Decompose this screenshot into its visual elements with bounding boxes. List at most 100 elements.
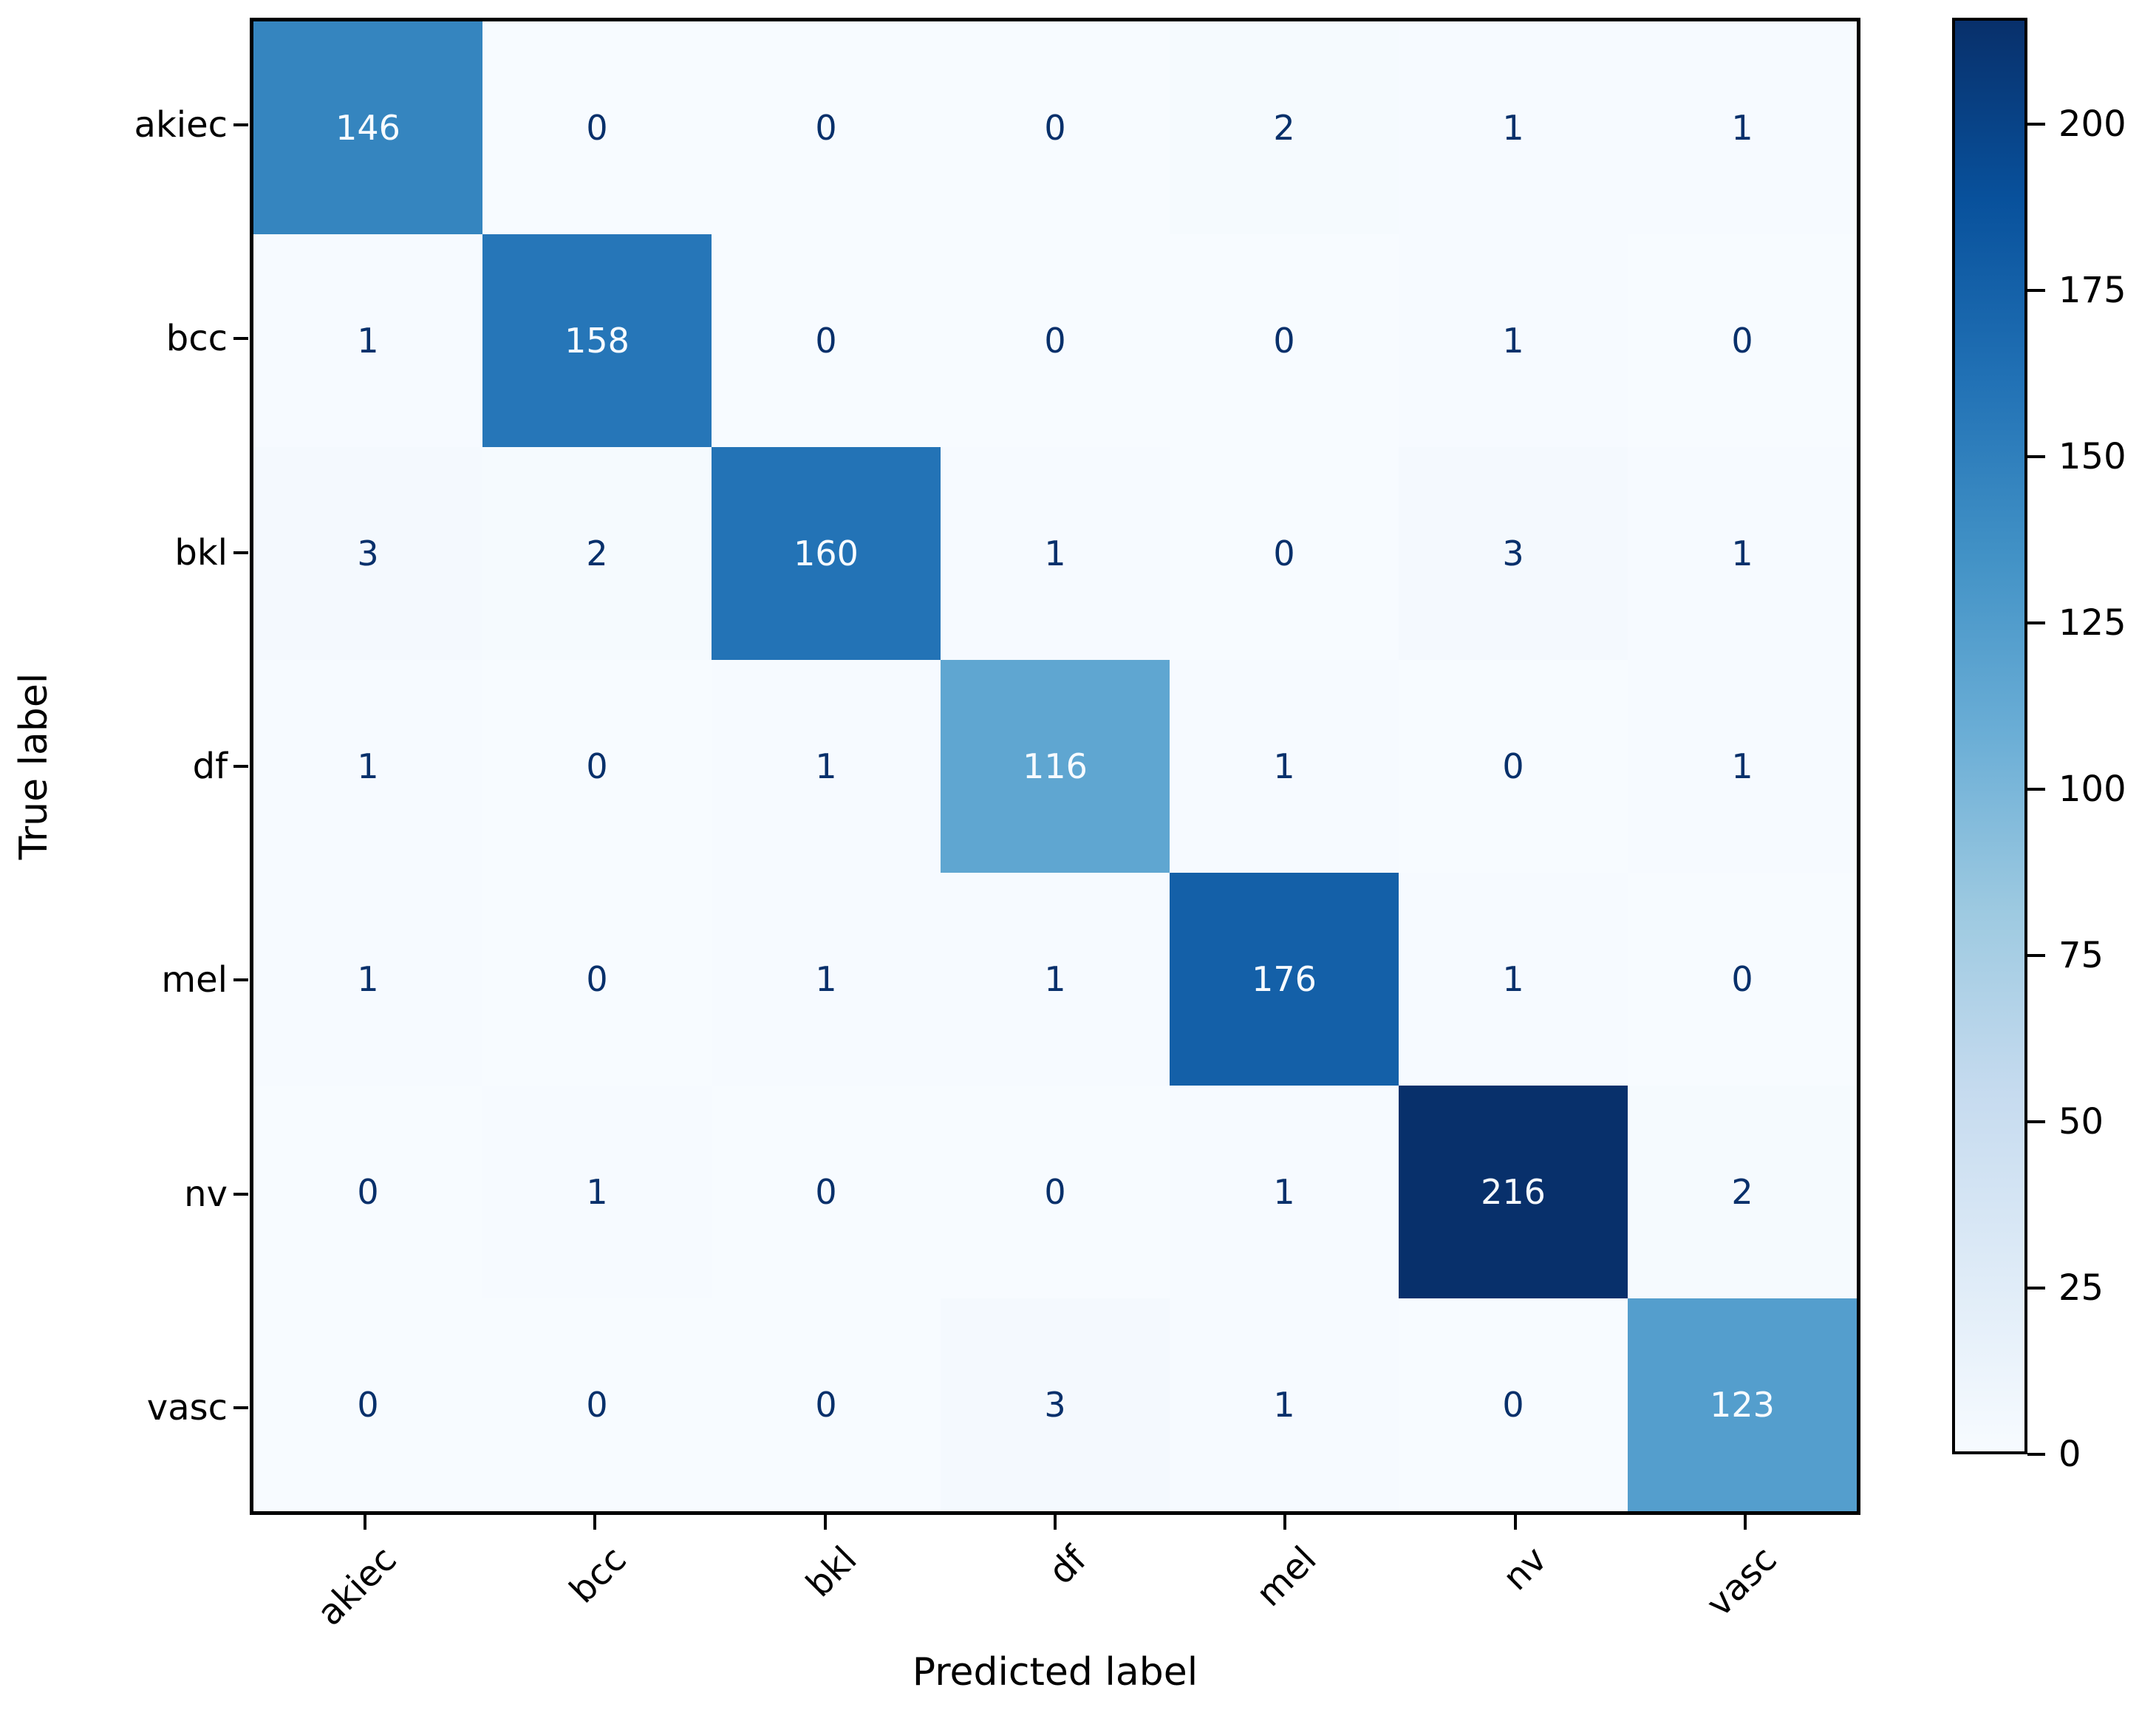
cell-value: 1	[1731, 746, 1753, 786]
cell-value: 0	[1273, 534, 1295, 573]
heatmap-cell-nv-akiec: 0	[253, 1086, 482, 1298]
x-tick-label-akiec: akiec	[309, 1539, 405, 1635]
cell-value: 116	[1023, 746, 1088, 786]
colorbar-tick-mark-150	[2027, 455, 2045, 458]
colorbar	[1952, 18, 2027, 1454]
heatmap-cell-vasc-akiec: 0	[253, 1298, 482, 1511]
heatmap-cell-akiec-vasc: 1	[1628, 21, 1857, 234]
cell-value: 1	[1731, 108, 1753, 148]
colorbar-tick-label-150: 150	[2058, 436, 2126, 477]
colorbar-tick-mark-25	[2027, 1287, 2045, 1290]
cell-value: 1	[1273, 746, 1295, 786]
heatmap-cell-mel-bcc: 0	[482, 873, 712, 1086]
x-tick-mark-df	[1054, 1515, 1057, 1530]
cell-value: 1	[1731, 534, 1753, 573]
y-tick-label-bkl: bkl	[174, 531, 228, 573]
cell-value: 123	[1710, 1385, 1775, 1425]
heatmap-axes: 146 0 0 0 2 1 1 1 158 0 0 0 1 0 3 2 160 1 0 3 1 1 0 1 116 1 0 1 1 0 1 1…	[250, 18, 1860, 1515]
colorbar-tick-label-100: 100	[2058, 769, 2126, 810]
x-tick-mark-vasc	[1744, 1515, 1747, 1530]
heatmap-cell-vasc-df: 3	[941, 1298, 1170, 1511]
cell-value: 0	[815, 321, 837, 361]
cell-value: 0	[357, 1385, 379, 1425]
cell-value: 0	[1044, 321, 1066, 361]
cell-value: 3	[357, 534, 379, 573]
cell-value: 0	[1731, 959, 1753, 999]
cell-value: 216	[1481, 1172, 1546, 1212]
heatmap-cell-df-bkl: 1	[712, 660, 941, 873]
y-tick-label-vasc: vasc	[146, 1387, 228, 1429]
y-tick-mark-bkl	[233, 551, 248, 554]
heatmap-cell-nv-vasc: 2	[1628, 1086, 1857, 1298]
x-axis-title: Predicted label	[912, 1650, 1198, 1694]
y-tick-label-nv: nv	[184, 1173, 228, 1215]
cell-value: 0	[357, 1172, 379, 1212]
x-tick-mark-bkl	[823, 1515, 827, 1530]
cell-value: 1	[1273, 1172, 1295, 1212]
cell-value: 1	[1273, 1385, 1295, 1425]
cell-value: 0	[586, 746, 608, 786]
heatmap-cell-bcc-bcc: 158	[482, 234, 712, 447]
heatmap-cell-nv-df: 0	[941, 1086, 1170, 1298]
cell-value: 0	[815, 1385, 837, 1425]
heatmap-cell-mel-bkl: 1	[712, 873, 941, 1086]
heatmap-cell-akiec-df: 0	[941, 21, 1170, 234]
cell-value: 3	[1502, 534, 1524, 573]
colorbar-tick-label-50: 50	[2058, 1101, 2104, 1142]
heatmap-cell-bkl-mel: 0	[1170, 447, 1399, 660]
cell-value: 1	[815, 746, 837, 786]
x-tick-label-vasc: vasc	[1699, 1539, 1785, 1625]
heatmap-cell-akiec-akiec: 146	[253, 21, 482, 234]
heatmap-cell-df-akiec: 1	[253, 660, 482, 873]
heatmap-cell-df-df: 116	[941, 660, 1170, 873]
heatmap-cell-nv-bcc: 1	[482, 1086, 712, 1298]
colorbar-tick-mark-100	[2027, 788, 2045, 791]
cell-value: 0	[1273, 321, 1295, 361]
heatmap-cell-df-vasc: 1	[1628, 660, 1857, 873]
heatmap-cell-mel-mel: 176	[1170, 873, 1399, 1086]
cell-value: 0	[1731, 321, 1753, 361]
heatmap-cell-nv-mel: 1	[1170, 1086, 1399, 1298]
heatmap-cell-vasc-bcc: 0	[482, 1298, 712, 1511]
heatmap-cell-akiec-bkl: 0	[712, 21, 941, 234]
x-tick-label-bcc: bcc	[562, 1539, 635, 1612]
cell-value: 3	[1044, 1385, 1066, 1425]
heatmap-cell-df-mel: 1	[1170, 660, 1399, 873]
heatmap-cell-bcc-akiec: 1	[253, 234, 482, 447]
heatmap-cell-mel-akiec: 1	[253, 873, 482, 1086]
cell-value: 0	[815, 1172, 837, 1212]
y-tick-mark-vasc	[233, 1406, 248, 1410]
heatmap-cell-vasc-bkl: 0	[712, 1298, 941, 1511]
y-tick-mark-mel	[233, 978, 248, 982]
heatmap-cell-akiec-nv: 1	[1399, 21, 1628, 234]
heatmap-cell-bkl-nv: 3	[1399, 447, 1628, 660]
x-tick-mark-bcc	[593, 1515, 597, 1530]
heatmap-cell-bcc-vasc: 0	[1628, 234, 1857, 447]
cell-value: 1	[1502, 959, 1524, 999]
cell-value: 1	[586, 1172, 608, 1212]
cell-value: 1	[1044, 959, 1066, 999]
heatmap-cell-bcc-mel: 0	[1170, 234, 1399, 447]
heatmap-cell-df-nv: 0	[1399, 660, 1628, 873]
y-tick-mark-nv	[233, 1192, 248, 1196]
cell-value: 0	[586, 1385, 608, 1425]
cell-value: 2	[1731, 1172, 1753, 1212]
heatmap-cell-vasc-mel: 1	[1170, 1298, 1399, 1511]
colorbar-tick-label-0: 0	[2058, 1434, 2081, 1475]
heatmap-cell-df-bcc: 0	[482, 660, 712, 873]
colorbar-tick-mark-50	[2027, 1120, 2045, 1123]
cell-value: 176	[1252, 959, 1317, 999]
cell-value: 1	[357, 321, 379, 361]
x-tick-mark-akiec	[363, 1515, 366, 1530]
colorbar-tick-mark-175	[2027, 289, 2045, 292]
colorbar-tick-label-25: 25	[2058, 1267, 2104, 1309]
heatmap-grid: 146 0 0 0 2 1 1 1 158 0 0 0 1 0 3 2 160 1 0 3 1 1 0 1 116 1 0 1 1 0 1 1…	[253, 21, 1857, 1511]
colorbar-tick-mark-0	[2027, 1453, 2045, 1456]
colorbar-tick-label-200: 200	[2058, 103, 2126, 145]
x-tick-label-bkl: bkl	[797, 1539, 865, 1606]
heatmap-cell-bkl-bkl: 160	[712, 447, 941, 660]
y-tick-label-mel: mel	[161, 959, 228, 1001]
y-tick-label-df: df	[192, 746, 228, 787]
cell-value: 146	[335, 108, 400, 148]
cell-value: 1	[1502, 321, 1524, 361]
